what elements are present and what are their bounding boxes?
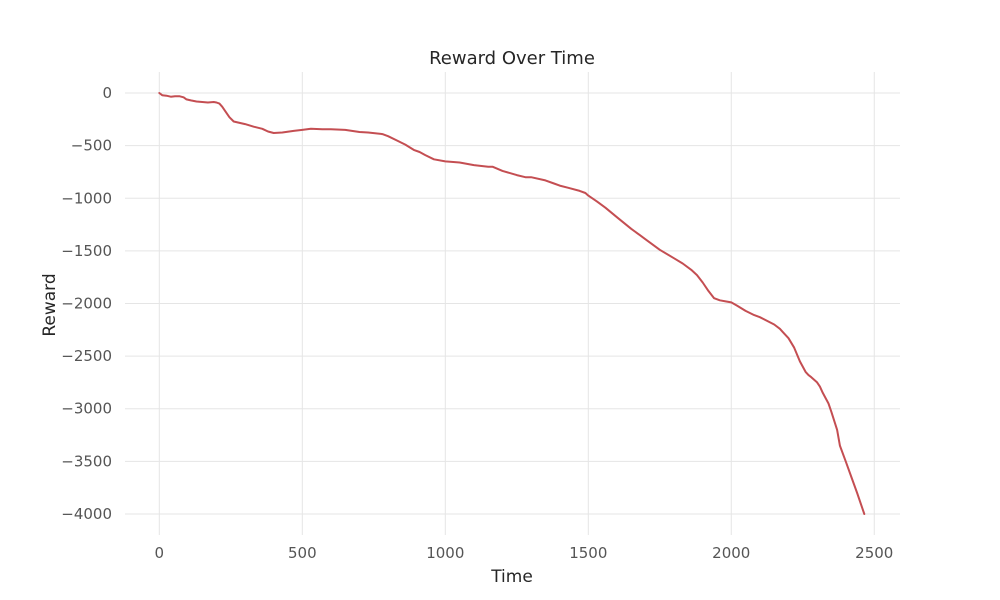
y-tick-label: −1000 xyxy=(61,189,112,207)
y-axis-label: Reward xyxy=(40,273,60,336)
y-tick-label: −1500 xyxy=(61,242,112,260)
grid xyxy=(125,72,900,535)
x-tick-label: 1000 xyxy=(426,544,464,562)
y-tick-label: −3000 xyxy=(61,400,112,418)
y-tick-label: −2500 xyxy=(61,347,112,365)
reward-series-line xyxy=(158,92,866,515)
x-tick-label: 500 xyxy=(288,544,317,562)
y-axis-ticks: 0 −500 −1000 −1500 −2000 −2500 −3000 −3500 −4000 xyxy=(61,84,112,523)
x-tick-label: 1500 xyxy=(569,544,607,562)
x-axis-label: Time xyxy=(490,567,533,587)
x-tick-label: 2500 xyxy=(855,544,893,562)
y-tick-label: −4000 xyxy=(61,505,112,523)
x-tick-label: 2000 xyxy=(712,544,750,562)
y-tick-label: 0 xyxy=(102,84,112,102)
y-tick-label: −500 xyxy=(71,137,112,155)
x-tick-label: 0 xyxy=(155,544,165,562)
y-tick-label: −3500 xyxy=(61,452,112,470)
y-tick-label: −2000 xyxy=(61,295,112,313)
chart-title: Reward Over Time xyxy=(429,48,595,69)
x-axis-ticks: 0 500 1000 1500 2000 2500 xyxy=(155,544,894,562)
